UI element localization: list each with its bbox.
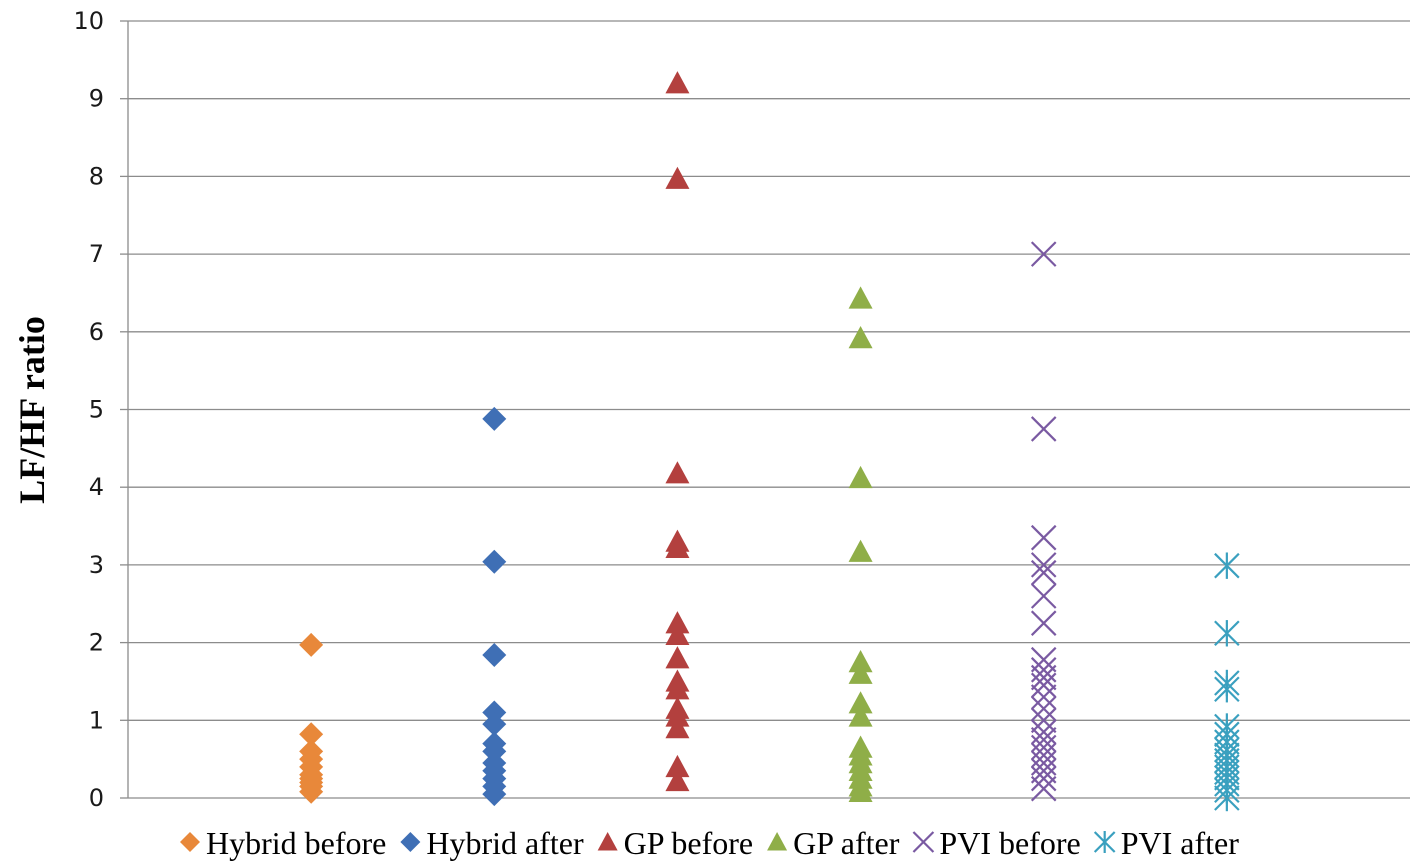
series-pvi-before: [1030, 241, 1057, 802]
data-point-hybrid-after: [482, 406, 507, 431]
data-point-pvi-before: [1030, 241, 1057, 267]
legend-label: GP after: [793, 825, 900, 861]
data-point-gp-after: [848, 286, 873, 309]
data-point-pvi-before: [1030, 416, 1057, 442]
legend-marker: [912, 831, 935, 853]
legend: Hybrid before Hybrid after GP before GP aft…: [180, 825, 1239, 861]
data-point-pvi-before: [1030, 758, 1057, 784]
legend-marker: [1093, 831, 1116, 853]
data-point-pvi-before: [1030, 559, 1057, 586]
data-point-pvi-before: [1030, 765, 1057, 792]
data-point-gp-after: [848, 691, 873, 714]
series-pvi-after: [1214, 552, 1240, 812]
data-point-gp-before: [665, 768, 690, 792]
data-point-hybrid-before: [299, 632, 324, 657]
data-point-pvi-before: [1030, 672, 1057, 699]
legend-marker: [597, 832, 618, 851]
y-tick-label: 10: [73, 7, 104, 35]
data-point-hybrid-after: [482, 712, 507, 737]
series-hybrid-after: [482, 406, 507, 807]
y-tick-label: 3: [89, 551, 104, 579]
legend-item-pvi-after: PVI after: [1093, 825, 1240, 861]
data-point-pvi-after: [1214, 620, 1240, 647]
data-point-hybrid-after: [482, 643, 507, 668]
y-axis-label: LF/HF ratio: [12, 316, 52, 504]
data-point-gp-after: [848, 661, 873, 684]
legend-marker: [767, 832, 788, 851]
data-point-gp-after: [848, 465, 873, 489]
data-point-hybrid-after: [482, 549, 507, 574]
legend-marker: [180, 832, 200, 852]
legend-item-gp-before: GP before: [597, 825, 753, 861]
series-gp-after: [848, 286, 873, 802]
series-hybrid-before: [299, 632, 324, 804]
data-point-hybrid-before: [299, 722, 324, 747]
legend-item-hybrid-before: Hybrid before: [180, 825, 386, 861]
data-point-pvi-before: [1030, 524, 1057, 551]
data-point-pvi-before: [1030, 552, 1057, 578]
legend-label: PVI after: [1121, 825, 1240, 861]
data-point-gp-after: [848, 779, 873, 802]
data-point-gp-before: [665, 677, 690, 700]
data-point-pvi-before: [1030, 695, 1057, 722]
axes: [127, 21, 1410, 799]
data-point-pvi-before: [1030, 583, 1057, 609]
data-point-hybrid-after: [482, 782, 507, 807]
data-point-gp-after: [848, 539, 873, 562]
y-tick-labels: 0 1 2 3 4 5 6 7 8 9 10: [73, 7, 104, 812]
y-tick-label: 1: [89, 706, 104, 734]
y-tick-label: 4: [89, 473, 104, 501]
legend-item-gp-after: GP after: [767, 825, 900, 861]
data-point-pvi-after: [1214, 676, 1240, 703]
data-point-gp-before: [665, 716, 690, 739]
data-points: [299, 71, 1240, 812]
data-point-pvi-before: [1030, 646, 1057, 673]
legend-label: GP before: [624, 825, 753, 861]
data-point-gp-after: [848, 704, 873, 727]
y-tick-label: 2: [89, 629, 104, 657]
data-point-gp-after: [848, 326, 873, 349]
legend-item-hybrid-after: Hybrid after: [400, 825, 584, 861]
data-point-gp-after: [848, 650, 873, 673]
data-point-gp-before: [665, 71, 690, 94]
y-tick-label: 0: [89, 784, 104, 812]
legend-label: Hybrid after: [426, 825, 584, 861]
data-point-gp-before: [665, 754, 690, 778]
data-point-hybrid-before: [299, 779, 324, 804]
data-point-pvi-before: [1030, 707, 1057, 734]
data-point-gp-before: [665, 461, 690, 484]
y-tick-label: 9: [89, 85, 104, 113]
data-point-pvi-after: [1214, 784, 1240, 812]
data-point-pvi-before: [1030, 775, 1057, 802]
legend-label: Hybrid before: [206, 825, 386, 861]
data-point-pvi-after: [1214, 552, 1240, 579]
y-tick-label: 7: [89, 240, 104, 268]
data-point-gp-before: [665, 704, 690, 727]
legend-marker: [400, 832, 421, 852]
data-point-pvi-before: [1030, 664, 1057, 691]
data-point-gp-before: [665, 611, 690, 634]
data-point-gp-before: [665, 535, 690, 559]
y-tick-label: 5: [89, 396, 104, 424]
data-point-gp-before: [665, 646, 690, 669]
y-tick-label: 6: [89, 318, 104, 346]
series-gp-before: [665, 71, 690, 792]
data-point-pvi-before: [1030, 610, 1057, 636]
data-point-gp-before: [665, 166, 690, 189]
data-point-gp-before: [665, 622, 690, 646]
data-point-pvi-before: [1030, 684, 1057, 710]
y-tick-label: 8: [89, 162, 104, 190]
gridlines: [120, 20, 1410, 799]
legend-label: PVI before: [939, 825, 1080, 861]
legend-item-pvi-before: PVI before: [912, 825, 1081, 861]
